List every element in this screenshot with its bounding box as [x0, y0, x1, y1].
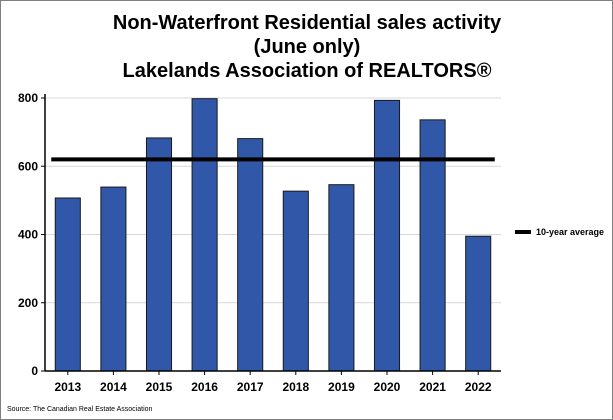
x-tick-label: 2021 [419, 380, 446, 394]
y-tick-label: 0 [31, 364, 38, 378]
title-line-2: (June only) [254, 36, 361, 58]
axes: 0 200 400 600 800 2013 2014 2015 2016 2017 2018 201… [18, 91, 501, 394]
x-tick-label: 2022 [465, 380, 492, 394]
source-note: Source: The Canadian Real Estate Associa… [7, 406, 153, 413]
bar-2016 [191, 98, 218, 372]
legend: 10-year average [515, 227, 604, 237]
y-tick-label: 800 [18, 91, 38, 105]
bar-2021 [419, 119, 446, 372]
title-line-1: Non-Waterfront Residential sales activit… [113, 12, 502, 34]
bars [54, 98, 492, 372]
x-tick-label: 2016 [191, 380, 218, 394]
bar-2014 [100, 186, 127, 372]
y-tick-label: 600 [18, 159, 38, 173]
bar-2013 [54, 197, 81, 372]
y-tick-label: 400 [18, 228, 38, 242]
x-tick-label: 2018 [282, 380, 309, 394]
chart-title: Non-Waterfront Residential sales activit… [113, 12, 502, 82]
x-tick-label: 2017 [237, 380, 264, 394]
bar-2022 [465, 235, 492, 372]
x-tick-label: 2020 [374, 380, 401, 394]
x-tick-label: 2013 [54, 380, 81, 394]
x-tick-label: 2019 [328, 380, 355, 394]
bar-2019 [328, 184, 355, 372]
x-tick-label: 2015 [146, 380, 173, 394]
bar-2015 [145, 137, 173, 372]
y-tick-label: 200 [18, 296, 38, 310]
bar-2020 [373, 99, 401, 372]
x-tick-label: 2014 [100, 380, 127, 394]
title-line-3: Lakelands Association of REALTORS® [123, 60, 492, 82]
bar-2018 [282, 190, 309, 372]
bar-2017 [237, 138, 264, 372]
legend-label: 10-year average [536, 227, 604, 237]
